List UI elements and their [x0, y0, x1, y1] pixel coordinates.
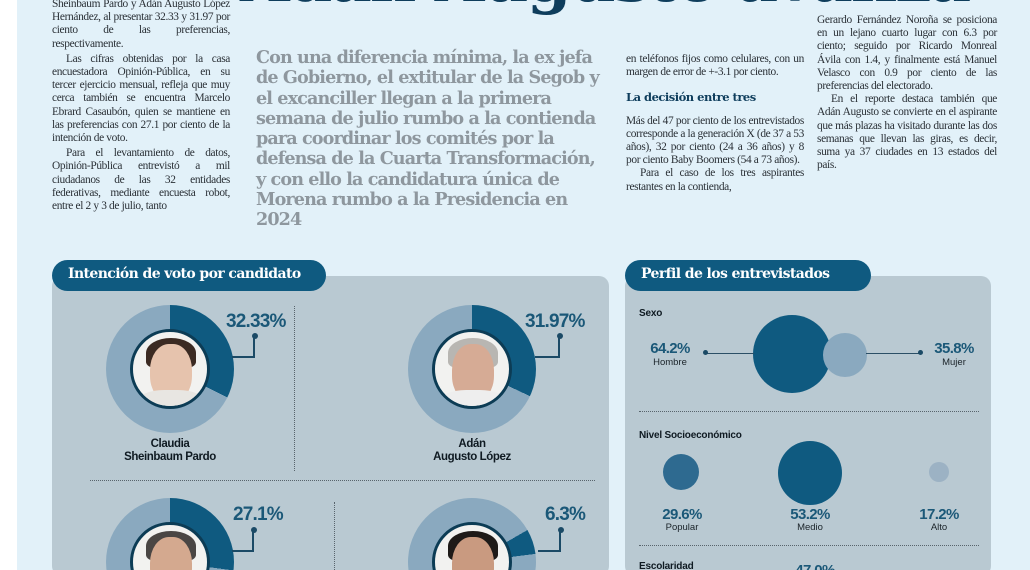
divider — [639, 411, 979, 412]
medio-label: Medio — [797, 522, 823, 533]
paragraph: Las cifras obtenidas por la casa encuest… — [52, 52, 230, 145]
donut-chart — [408, 305, 536, 433]
leader-line — [232, 336, 255, 358]
subheading: La decisión entre tres — [626, 90, 756, 105]
bubble-hombre — [753, 315, 831, 393]
bubble-alto — [929, 462, 949, 482]
mujer-label: Mujer — [942, 357, 966, 368]
article-column-3: en teléfonos fijos como celulares, con u… — [626, 53, 804, 194]
connector-line — [866, 353, 920, 354]
leader-line — [535, 336, 560, 358]
popular-percent: 29.6% — [662, 506, 702, 523]
escolaridad-label: Escolaridad — [639, 561, 694, 570]
candidate-first-name: Claudia — [150, 438, 190, 450]
candidate-photo — [130, 329, 210, 409]
bubble-medio — [778, 441, 842, 505]
leader-dot — [251, 527, 257, 533]
escolaridad-percent: 47.0% — [785, 562, 845, 570]
candidate-last-name: Augusto López — [433, 451, 511, 463]
candidate-name: Adán Augusto López — [392, 438, 552, 464]
vote-percent: 31.97% — [525, 311, 585, 332]
hombre-label: Hombre — [653, 357, 687, 368]
paragraph: En el reporte destaca también que Adán A… — [817, 93, 997, 172]
article-deck: Con una diferencia mínima, la ex jefa de… — [256, 47, 600, 231]
leader-line — [232, 530, 254, 552]
vote-percent: 6.3% — [545, 504, 586, 525]
connector-line — [706, 353, 754, 354]
candidate-name: Claudia Sheinbaum Pardo — [90, 438, 250, 464]
bubble-popular — [663, 454, 699, 490]
popular-label: Popular — [665, 522, 699, 533]
vote-percent: 32.33% — [226, 311, 286, 332]
donut-chart — [106, 305, 234, 433]
candidate-first-name: Adán — [458, 438, 486, 450]
divider — [334, 502, 335, 570]
sexo-label: Sexo — [639, 308, 663, 319]
candidate-photo — [432, 329, 512, 409]
connector-dot — [703, 350, 708, 355]
hombre-percent: 64.2% — [650, 340, 690, 357]
vote-intention-title: Intención de voto por candidato — [52, 260, 326, 291]
divider — [90, 480, 595, 481]
connector-dot — [918, 350, 923, 355]
divider — [639, 545, 979, 546]
alto-label: Alto — [930, 522, 948, 533]
nivel-label: Nivel Socioeconómico — [639, 430, 742, 441]
leader-dot — [557, 333, 563, 339]
candidate-photo — [432, 522, 512, 570]
leader-dot — [558, 527, 564, 533]
paragraph: Para el levantamiento de datos, Opinión-… — [52, 147, 230, 213]
article-column-4: Gerardo Fernández Noroña se posiciona en… — [817, 14, 997, 172]
vote-percent: 27.1% — [233, 504, 284, 525]
leader-line — [538, 530, 561, 552]
mujer-percent: 35.8% — [934, 340, 974, 357]
leader-dot — [252, 333, 258, 339]
headline: Adán Augusto avanza — [240, 0, 971, 17]
respondent-profile-title: Perfil de los entrevistados — [625, 260, 871, 291]
alto-percent: 17.2% — [919, 506, 959, 523]
paragraph: en teléfonos fijos como celulares, con u… — [626, 53, 804, 79]
paragraph: Gerardo Fernández Noroña se posiciona en… — [817, 14, 997, 93]
paragraph: Para el caso de los tres aspirantes rest… — [626, 167, 804, 193]
candidate-photo — [130, 522, 210, 570]
bubble-mujer — [823, 333, 867, 377]
article-column-1: Sheinbaum Pardo y Adán Augusto López Her… — [52, 0, 230, 213]
paragraph: Sheinbaum Pardo y Adán Augusto López Her… — [52, 0, 230, 50]
candidate-last-name: Sheinbaum Pardo — [124, 451, 216, 463]
divider — [294, 306, 295, 471]
paragraph: Más del 47 por ciento de los entrevistad… — [626, 114, 804, 167]
medio-percent: 53.2% — [790, 506, 830, 523]
